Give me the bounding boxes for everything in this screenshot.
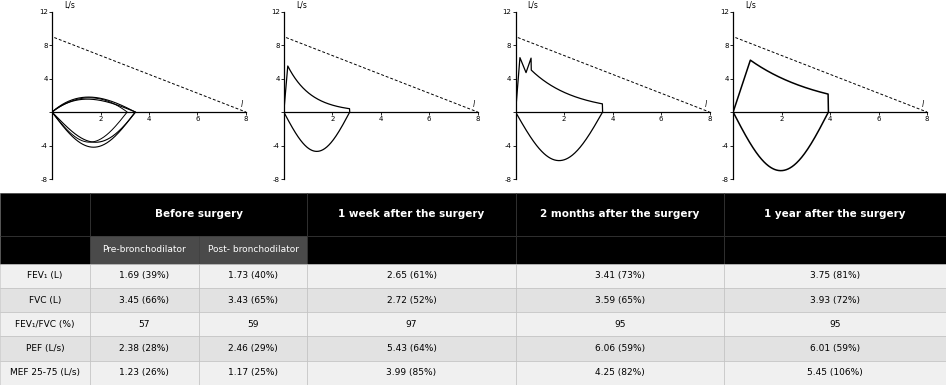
Text: FVC (L): FVC (L): [28, 296, 61, 305]
Bar: [724, 336, 946, 361]
Bar: [724, 361, 946, 385]
Bar: [516, 192, 724, 236]
Text: l: l: [241, 100, 243, 109]
Text: 2.46 (29%): 2.46 (29%): [228, 344, 278, 353]
Text: 1 year after the surgery: 1 year after the surgery: [764, 209, 905, 219]
Bar: [90, 336, 199, 361]
Text: 3.93 (72%): 3.93 (72%): [810, 296, 860, 305]
Bar: [724, 288, 946, 312]
Text: 3.43 (65%): 3.43 (65%): [228, 296, 278, 305]
Text: 95: 95: [614, 320, 625, 329]
Text: L/s: L/s: [64, 0, 75, 9]
Bar: [199, 312, 307, 336]
Text: 4.25 (82%): 4.25 (82%): [595, 368, 644, 377]
Text: 6.06 (59%): 6.06 (59%): [595, 344, 644, 353]
Text: 95: 95: [829, 320, 841, 329]
Text: 2.72 (52%): 2.72 (52%): [387, 296, 436, 305]
Bar: [516, 336, 724, 361]
Bar: [307, 192, 516, 236]
Bar: [90, 312, 199, 336]
Bar: [307, 288, 516, 312]
Bar: [0, 312, 90, 336]
Bar: [307, 336, 516, 361]
Bar: [516, 236, 724, 264]
Bar: [0, 264, 90, 288]
Text: 5.45 (106%): 5.45 (106%): [807, 368, 863, 377]
Bar: [199, 336, 307, 361]
Text: L/s: L/s: [296, 0, 307, 9]
Text: 2.38 (28%): 2.38 (28%): [119, 344, 169, 353]
Text: 3.75 (81%): 3.75 (81%): [810, 271, 860, 280]
Bar: [90, 288, 199, 312]
Bar: [199, 361, 307, 385]
Bar: [0, 336, 90, 361]
Text: 1.17 (25%): 1.17 (25%): [228, 368, 278, 377]
Bar: [0, 192, 90, 236]
Text: 57: 57: [138, 320, 150, 329]
Text: PEF (L/s): PEF (L/s): [26, 344, 64, 353]
Text: 3.45 (66%): 3.45 (66%): [119, 296, 169, 305]
Text: 5.43 (64%): 5.43 (64%): [387, 344, 436, 353]
Bar: [307, 236, 516, 264]
Bar: [516, 288, 724, 312]
Text: 59: 59: [247, 320, 259, 329]
Text: FEV₁ (L): FEV₁ (L): [27, 271, 62, 280]
Bar: [90, 236, 199, 264]
Text: 1.73 (40%): 1.73 (40%): [228, 271, 278, 280]
Text: l: l: [922, 100, 924, 109]
Text: l: l: [705, 100, 707, 109]
Bar: [199, 288, 307, 312]
Text: 3.99 (85%): 3.99 (85%): [387, 368, 436, 377]
Text: Post- bronchodilator: Post- bronchodilator: [207, 245, 299, 254]
Text: Pre-bronchodilator: Pre-bronchodilator: [102, 245, 186, 254]
Text: 6.01 (59%): 6.01 (59%): [810, 344, 860, 353]
Bar: [307, 312, 516, 336]
Bar: [199, 264, 307, 288]
Bar: [0, 361, 90, 385]
Text: FEV₁/FVC (%): FEV₁/FVC (%): [15, 320, 75, 329]
Bar: [516, 264, 724, 288]
Bar: [90, 264, 199, 288]
Bar: [307, 361, 516, 385]
Text: L/s: L/s: [745, 0, 756, 9]
Text: 1 week after the surgery: 1 week after the surgery: [339, 209, 484, 219]
Text: MEF 25-75 (L/s): MEF 25-75 (L/s): [10, 368, 79, 377]
Bar: [724, 312, 946, 336]
Bar: [0, 288, 90, 312]
Text: 2 months after the surgery: 2 months after the surgery: [540, 209, 699, 219]
Bar: [199, 236, 307, 264]
Bar: [90, 192, 307, 236]
Bar: [0, 236, 90, 264]
Bar: [724, 192, 946, 236]
Text: 2.65 (61%): 2.65 (61%): [387, 271, 436, 280]
Text: 3.59 (65%): 3.59 (65%): [595, 296, 644, 305]
Text: Before surgery: Before surgery: [154, 209, 243, 219]
Text: l: l: [473, 100, 475, 109]
Bar: [724, 236, 946, 264]
Text: 3.41 (73%): 3.41 (73%): [595, 271, 644, 280]
Bar: [90, 361, 199, 385]
Text: 1.69 (39%): 1.69 (39%): [119, 271, 169, 280]
Text: 97: 97: [406, 320, 417, 329]
Text: 1.23 (26%): 1.23 (26%): [119, 368, 169, 377]
Bar: [516, 361, 724, 385]
Bar: [516, 312, 724, 336]
Bar: [307, 264, 516, 288]
Text: L/s: L/s: [528, 0, 538, 9]
Bar: [724, 264, 946, 288]
